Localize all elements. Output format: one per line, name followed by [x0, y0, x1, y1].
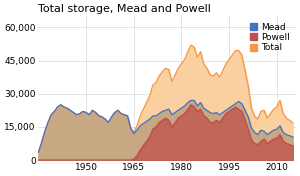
Text: Total storage, Mead and Powell: Total storage, Mead and Powell	[38, 4, 211, 14]
Legend: Mead, Powell, Total: Mead, Powell, Total	[248, 21, 291, 54]
